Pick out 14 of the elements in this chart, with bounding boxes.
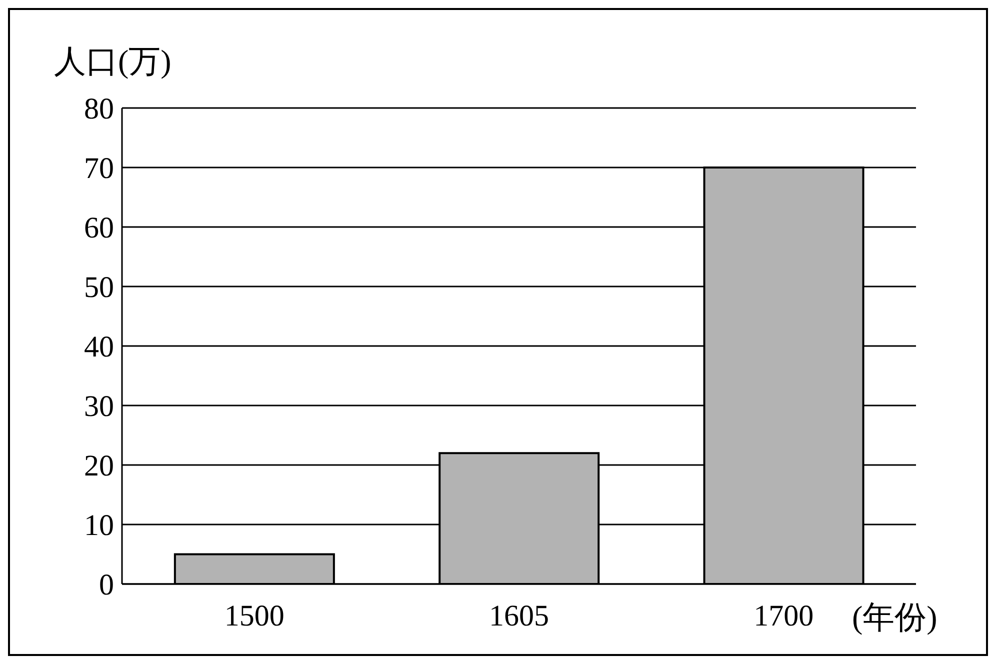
y-tick-label: 80: [84, 92, 114, 126]
x-tick-label: 1500: [224, 599, 284, 632]
x-tick-label: 1605: [489, 599, 549, 632]
x-tick-label: 1700: [754, 599, 814, 632]
y-tick-label: 40: [84, 330, 114, 364]
y-tick-label: 10: [84, 509, 114, 542]
y-tick-label: 30: [84, 390, 114, 424]
y-tick-label: 20: [84, 450, 114, 483]
y-tick-label: 0: [99, 568, 114, 602]
y-axis-title: 人口(万): [54, 42, 172, 81]
y-tick-label: 60: [84, 212, 114, 245]
y-tick-label: 50: [84, 271, 114, 304]
x-axis-title: (年份): [852, 598, 938, 637]
y-tick-label: 70: [84, 152, 114, 186]
